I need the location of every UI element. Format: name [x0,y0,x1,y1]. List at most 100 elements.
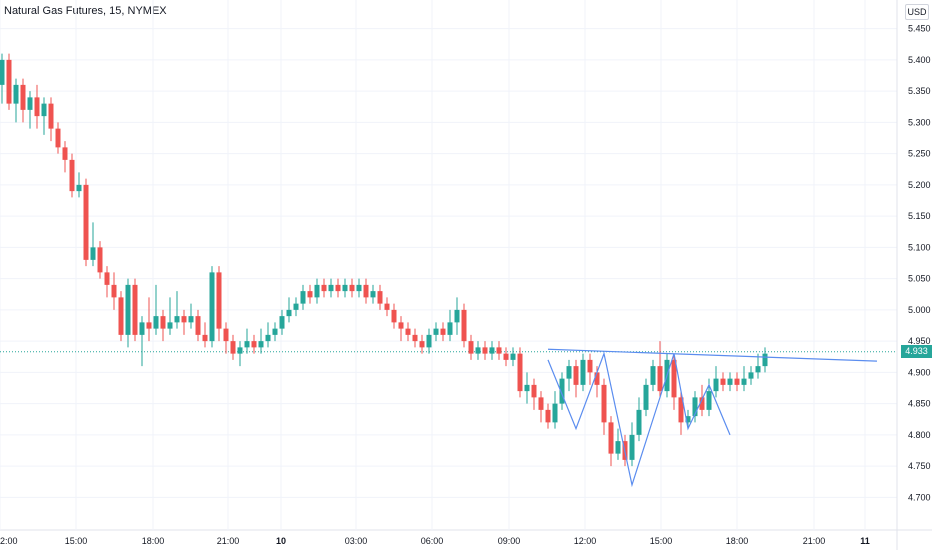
candle-body [671,359,677,398]
currency-badge[interactable]: USD [905,4,929,20]
candle-body [111,284,117,298]
y-tick-label: 5.200 [908,180,931,190]
candle-body [482,347,488,354]
y-tick-label: 5.450 [908,24,931,34]
candle-body [762,353,768,367]
candle-body [692,397,698,417]
candle-body [405,328,411,335]
candle-body [41,103,47,117]
candle-body [419,341,425,348]
y-tick-label: 5.400 [908,55,931,65]
candle-body [629,434,635,460]
candle-body [741,378,747,385]
candle-body [174,316,180,323]
candle-body [258,341,264,348]
x-tick-label: 12:00 [574,536,597,546]
candle-body [153,316,159,329]
candle-body [636,409,642,435]
candle-body [727,378,733,385]
x-tick-label: 21:00 [803,536,826,546]
y-tick-label: 5.250 [908,149,931,159]
candle-body [167,322,173,329]
candle-body [202,334,208,342]
x-tick-label: 2:00 [0,536,18,546]
candle-body [615,441,621,454]
candle-body [300,291,306,304]
y-tick-label: 5.100 [908,242,931,252]
y-tick-label: 5.300 [908,117,931,127]
x-tick-label: 15:00 [650,536,673,546]
candle-body [468,341,474,354]
candle-body [139,322,145,335]
x-tick-label: 03:00 [345,536,368,546]
candle-body [433,328,439,335]
candle-body [447,322,453,335]
neckline-trendline [547,348,878,362]
candle-body [20,84,26,110]
x-tick-label: 18:00 [142,536,165,546]
candle-body [503,353,509,360]
candle-body [475,347,481,354]
candle-body [573,366,579,385]
x-tick-label: 09:00 [498,536,521,546]
candle-body [293,303,299,310]
candle-body [118,297,124,335]
candle-body [181,316,187,323]
candle-body [349,284,355,292]
candle-body [279,316,285,329]
candle-body [125,284,131,335]
candle-body [104,272,110,285]
candle-body [524,384,530,392]
candle-body [734,378,740,385]
candle-body [48,103,54,129]
candle-body [426,334,432,348]
candle-body [398,322,404,329]
candle-body [370,291,376,298]
candle-body [713,378,719,392]
candle-body [706,391,712,410]
candle-body [328,284,334,292]
candle-body [160,316,166,329]
candle-body [748,372,754,379]
candle-body [97,247,103,273]
candle-body [545,409,551,423]
candle-body [566,366,572,379]
y-tick-label: 4.750 [908,461,931,471]
candle-body [244,341,250,348]
candle-body [188,316,194,323]
candle-body [440,328,446,335]
y-tick-label: 5.350 [908,86,931,96]
candle-body [286,309,292,317]
candle-body [552,403,558,423]
candle-body [342,284,348,292]
candle-body [90,247,96,260]
candle-body [608,422,614,454]
candle-body [454,309,460,323]
candle-body [489,347,495,354]
candle-body [237,347,243,354]
candle-body [657,366,663,392]
candle-body [83,184,89,260]
candle-body [195,316,201,335]
candle-body [209,272,215,342]
candle-body [601,384,607,423]
candle-body [391,309,397,323]
candle-body [335,284,341,292]
candle-body [461,309,467,342]
candle-body [146,322,152,329]
candle-body [377,291,383,304]
x-tick-label: 15:00 [65,536,88,546]
x-tick-label: 21:00 [217,536,240,546]
candle-body [6,59,12,104]
candle-body [510,353,516,360]
candle-body [412,334,418,342]
candle-body [559,378,565,404]
y-tick-label: 4.950 [908,336,931,346]
candle-body [216,272,222,329]
y-tick-label: 5.150 [908,211,931,221]
x-tick-label: 11 [860,536,870,546]
x-tick-label: 10 [276,536,286,546]
candle-body [55,128,61,148]
candle-body [587,359,593,373]
